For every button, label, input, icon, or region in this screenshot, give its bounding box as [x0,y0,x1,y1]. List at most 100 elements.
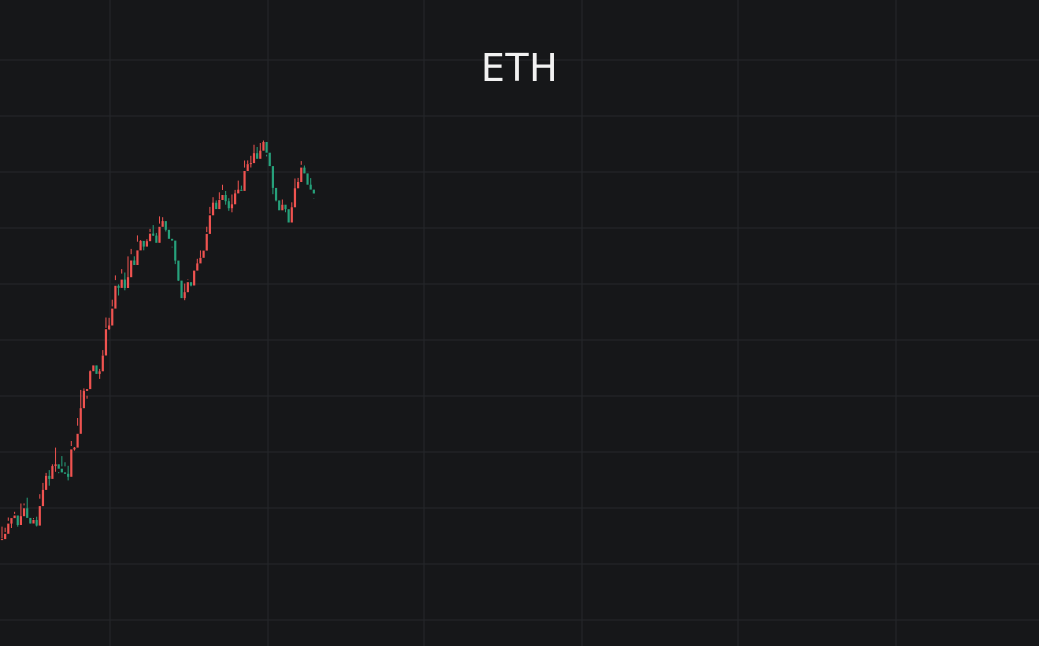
candle-body-75 [237,189,240,194]
candle-body-77 [243,171,246,191]
candle-body-44 [139,240,142,251]
candle-body-5 [16,515,19,525]
candle-body-73 [230,204,234,209]
candle-body-78 [246,164,249,171]
candle-body-13 [41,489,45,507]
candle-body-17 [54,464,57,467]
candle-body-58 [183,292,186,299]
candle-body-40 [126,277,130,288]
candle-body-41 [130,260,133,278]
candle-body-72 [227,201,230,209]
candle-body-56 [177,260,180,281]
candle-body-36 [114,285,117,309]
candle-body-9 [29,517,32,524]
candle-body-53 [167,229,171,239]
chart-title: ETH [480,46,559,90]
candle-body-59 [186,282,189,293]
candle-body-48 [152,233,155,236]
candle-body-19 [60,468,63,473]
candle-body-31 [98,371,101,374]
candle-body-76 [240,189,243,191]
candle-body-28 [89,371,92,390]
candle-body-27 [85,389,89,391]
candle-body-14 [45,475,48,490]
candle-body-22 [70,449,73,477]
candle-body-64 [202,250,205,258]
candle-body-52 [164,221,167,230]
candle-body-87 [274,187,278,201]
candle-body-68 [215,202,218,210]
candle-body-70 [221,195,224,200]
candle-body-11 [35,520,38,526]
candle-body-38 [120,279,123,288]
candle-body-43 [136,250,139,265]
candle-body-65 [205,233,208,251]
candle-body-61 [193,270,196,286]
candle-body-74 [234,193,237,205]
candle-body-1 [4,533,7,540]
candle-body-42 [133,260,136,265]
candle-body-84 [265,142,268,153]
candle-body-81 [256,153,259,159]
candle-body-3 [10,518,13,524]
candle-body-80 [252,153,256,164]
candle-body-35 [111,308,114,326]
candle-body-71 [224,195,227,202]
candle-body-32 [101,355,104,372]
candle-body-89 [281,204,284,211]
candle-body-51 [161,221,164,227]
candle-body-23 [73,447,76,450]
candle-body-24 [76,433,79,448]
candle-body-98 [309,184,312,190]
candle-body-29 [92,365,95,372]
candle-body-91 [287,209,290,223]
candle-body-69 [218,200,221,210]
candle-body-46 [145,241,148,247]
candle-body-45 [142,240,145,247]
candle-body-83 [262,142,265,151]
candle-body-34 [108,325,111,330]
candle-body-33 [104,329,108,356]
candle-body-82 [259,150,262,159]
candle-body-95 [300,167,303,182]
candle-body-4 [13,515,16,519]
candle-body-66 [208,215,211,234]
candle-body-16 [51,466,54,479]
candle-body-94 [297,182,300,189]
candle-body-7 [22,508,26,517]
candle-body-93 [293,188,297,208]
candle-body-99 [312,189,315,194]
candle-body-90 [284,204,287,210]
candle-body-79 [249,163,252,165]
candle-body-15 [48,475,51,479]
candle-body-88 [278,200,281,211]
candle-body-60 [189,282,193,286]
candle-body-47 [148,233,152,242]
candle-body-6 [19,516,22,525]
candle-body-85 [268,152,271,167]
candle-body-30 [95,365,98,374]
candle-body-25 [79,408,82,434]
candle-body-2 [7,523,10,534]
candle-body-55 [174,240,177,261]
candle-body-62 [196,263,199,271]
candle-body-92 [290,207,293,223]
candle-body-21 [67,473,70,477]
candle-body-20 [63,472,67,474]
candle-body-67 [211,202,215,216]
candle-body-26 [82,390,85,409]
candle-body-8 [26,508,29,518]
candle-body-86 [271,166,274,188]
candle-body-49 [155,235,158,243]
candle-body-39 [123,279,126,288]
candle-body-54 [171,238,174,241]
candle-body-18 [57,464,60,469]
candle-body-12 [38,506,41,526]
candle-body-63 [199,257,202,264]
candle-body-0 [0,539,4,541]
candle-body-37 [117,285,120,288]
candle-body-97 [306,173,309,185]
candle-body-96 [303,167,306,174]
